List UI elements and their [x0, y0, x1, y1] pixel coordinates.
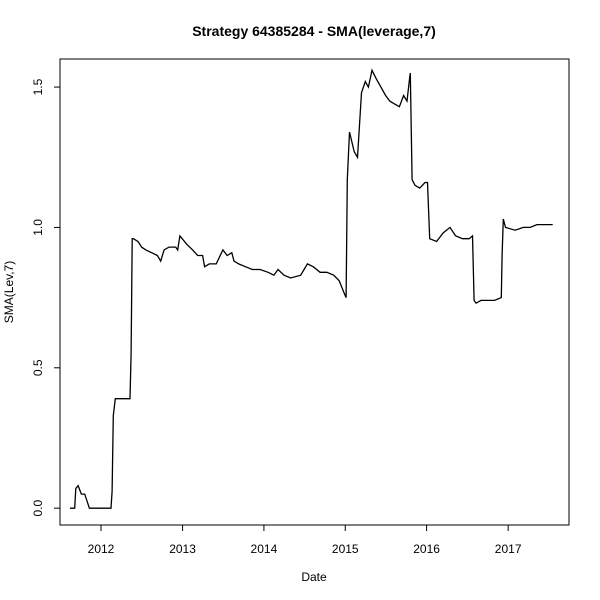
chart-title: Strategy 64385284 - SMA(leverage,7)	[192, 23, 436, 39]
y-tick-label: 1.0	[31, 219, 45, 236]
series-line-leverage	[70, 68, 553, 509]
y-axis-label: SMA(Lev,7)	[2, 261, 16, 323]
plot-frame	[59, 58, 570, 526]
y-tick-label: 0.0	[31, 499, 45, 516]
x-tick-label: 2015	[332, 542, 359, 556]
x-tick-label: 2017	[495, 542, 522, 556]
y-tick-label: 1.5	[31, 78, 45, 95]
x-axis-label: Date	[301, 570, 327, 584]
x-axis: 2012 2013 2014 2015 2016 2017	[88, 524, 522, 556]
x-tick-label: 2016	[413, 542, 440, 556]
y-tick-label: 0.5	[31, 359, 45, 376]
x-tick-label: 2013	[169, 542, 196, 556]
y-axis: 0.0 0.5 1.0 1.5	[31, 78, 61, 517]
x-tick-label: 2012	[88, 542, 115, 556]
x-tick-label: 2014	[251, 542, 278, 556]
